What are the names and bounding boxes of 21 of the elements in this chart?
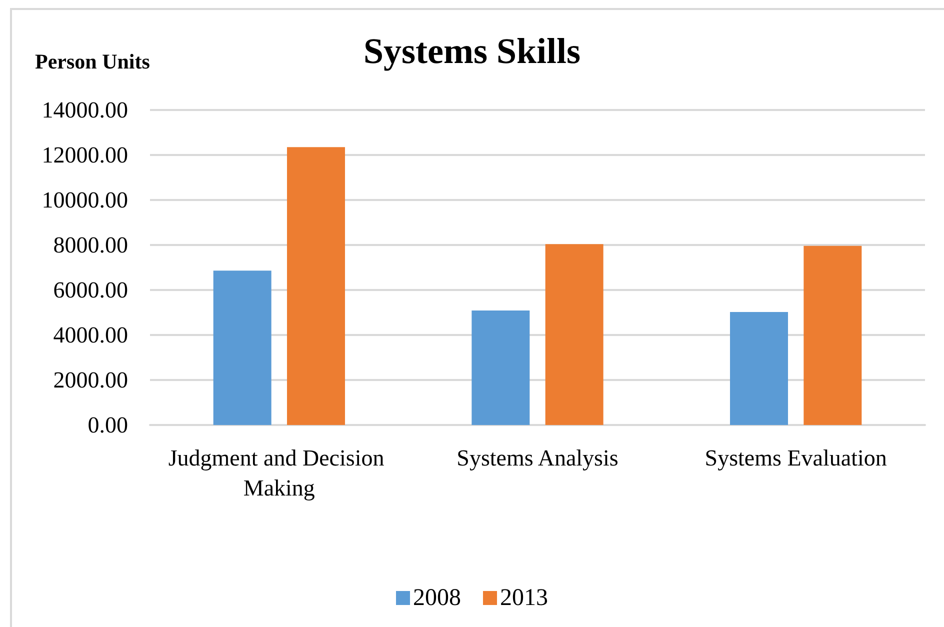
bar <box>286 147 345 425</box>
bar <box>804 246 862 425</box>
y-tick-label: 12000.00 <box>42 142 128 168</box>
bar <box>545 244 604 425</box>
y-tick-label: 10000.00 <box>42 188 128 212</box>
y-tick-label: 4000.00 <box>53 322 128 348</box>
legend-label: 2013 <box>500 585 548 611</box>
bar <box>730 312 788 425</box>
x-tick-label: Judgment and Decision Making <box>168 446 390 500</box>
y-tick-label: 0.00 <box>88 412 128 438</box>
chart-title: Systems Skills <box>363 31 581 71</box>
y-tick-label: 2000.00 <box>53 368 128 392</box>
bar <box>213 270 272 425</box>
bar <box>472 310 530 425</box>
y-tick-label: 14000.00 <box>42 98 128 122</box>
y-axis-title: Person Units <box>35 50 150 74</box>
y-tick-label: 6000.00 <box>53 278 128 302</box>
y-tick-label: 8000.00 <box>53 232 128 258</box>
legend-label: 2008 <box>413 585 461 611</box>
x-tick-label: Systems Evaluation <box>704 446 888 470</box>
x-tick-label: Systems Analysis <box>456 446 618 470</box>
